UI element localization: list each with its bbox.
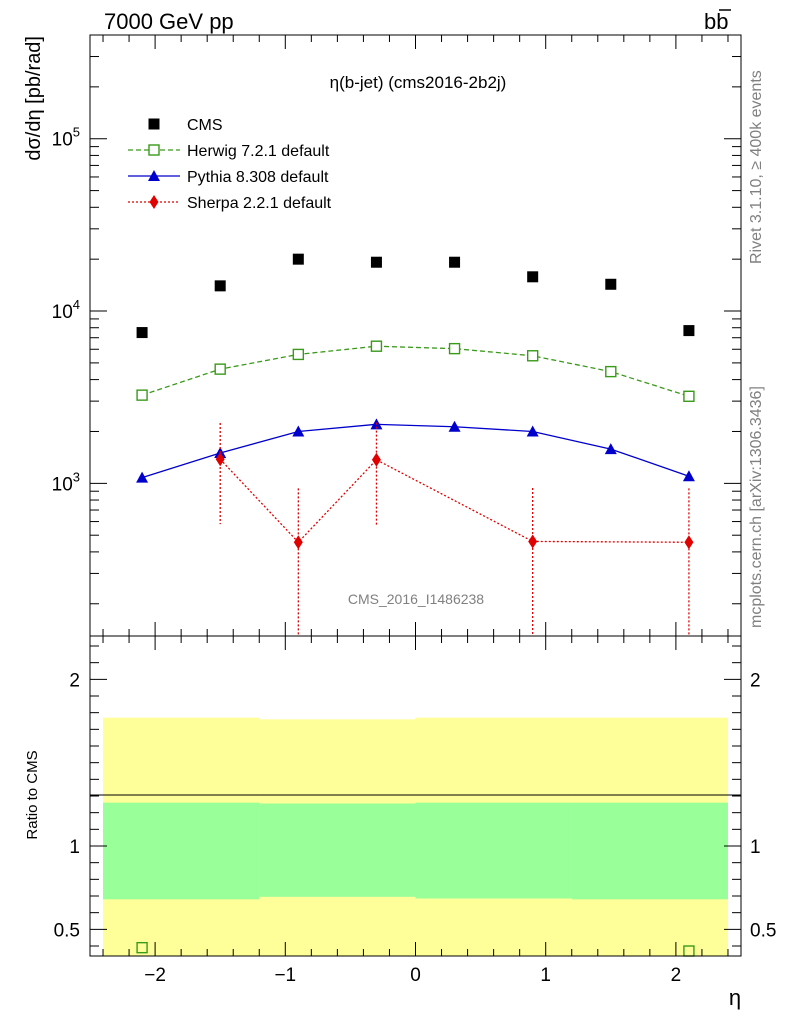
data-point xyxy=(292,253,304,265)
ratio-plot-panel: −2 −1 0 1 2 0.5 0.5 1 1 2 2 Ratio to CMS η xyxy=(24,635,776,1010)
legend-marker xyxy=(148,144,160,156)
main-y-tick-exponent: 5 xyxy=(73,125,80,140)
series-line xyxy=(219,458,689,544)
main-series-group xyxy=(136,253,695,636)
legend-entry: Herwig 7.2.1 default xyxy=(128,143,330,160)
series-line xyxy=(141,423,690,479)
data-point xyxy=(683,390,695,402)
ratio-inner-band xyxy=(259,803,416,897)
ratio-inner-band xyxy=(415,802,572,899)
data-point xyxy=(605,365,617,378)
legend-marker xyxy=(149,195,159,209)
legend-label: Sherpa 2.2.1 default xyxy=(187,195,332,212)
data-point xyxy=(528,534,538,549)
x-axis-label: η xyxy=(729,985,741,1010)
ratio-y-tick-label-left: 1 xyxy=(69,837,80,858)
x-tick-label: 1 xyxy=(540,965,551,986)
ratio-inner-band xyxy=(571,802,728,900)
data-point xyxy=(448,342,461,355)
data-point xyxy=(215,452,225,467)
ratio-y-axis-label: Ratio to CMS xyxy=(24,750,41,839)
main-plot-title: η(b-jet) (cms2016-2b2j) xyxy=(330,73,507,92)
ratio-y-tick-label-left: 0.5 xyxy=(54,920,80,941)
main-y-tick-label: 105 xyxy=(52,125,80,151)
main-y-tick-exponent: 3 xyxy=(73,469,80,484)
series-herwig xyxy=(136,340,695,402)
data-point xyxy=(604,443,617,455)
legend-label: Pythia 8.308 default xyxy=(187,169,329,186)
data-point xyxy=(214,363,226,375)
x-tick-label: 0 xyxy=(410,965,421,986)
x-tick-label: −1 xyxy=(274,965,296,986)
main-y-tick-label: 103 xyxy=(52,469,80,495)
mcplots-label: mcplots.cern.ch [arXiv:1306.3436] xyxy=(748,386,765,628)
data-point xyxy=(526,425,539,437)
data-point xyxy=(449,256,461,268)
data-point xyxy=(371,452,381,467)
ratio-y-tick-label-right: 1 xyxy=(750,837,761,858)
legend-entry: Pythia 8.308 default xyxy=(128,169,329,186)
ratio-bands xyxy=(103,717,728,956)
analysis-watermark: CMS_2016_I1486238 xyxy=(348,591,484,607)
main-y-tick-base: 10 xyxy=(52,474,73,495)
data-point xyxy=(292,425,305,437)
legend-marker xyxy=(148,118,160,130)
data-point xyxy=(136,471,149,483)
data-point xyxy=(682,470,695,482)
legend: CMS Herwig 7.2.1 default Pythia 8.308 defa… xyxy=(128,117,332,212)
ratio-point-herwig xyxy=(136,941,148,954)
data-point xyxy=(136,389,148,401)
process-label: bb xyxy=(704,9,729,34)
data-point xyxy=(448,420,461,432)
legend-label: CMS xyxy=(187,117,223,134)
rivet-version-label: Rivet 3.1.10, ≥ 400k events xyxy=(748,70,765,264)
data-point xyxy=(370,340,383,352)
data-point xyxy=(683,325,695,337)
series-sherpa xyxy=(215,422,694,636)
main-y-tick-exponent: 4 xyxy=(73,297,80,312)
data-point xyxy=(214,280,226,292)
legend-label: Herwig 7.2.1 default xyxy=(187,143,330,160)
main-y-tick-label: 104 xyxy=(52,297,80,323)
data-point xyxy=(526,350,539,362)
ratio-y-tick-label-left: 2 xyxy=(69,670,80,691)
data-point xyxy=(136,327,148,339)
main-y-tick-base: 10 xyxy=(52,302,73,323)
data-point xyxy=(292,348,305,361)
data-point xyxy=(527,271,539,283)
process-b: b xyxy=(704,9,716,34)
ratio-y-tick-label-right: 0.5 xyxy=(750,920,776,941)
data-point xyxy=(293,535,303,550)
series-cms xyxy=(136,253,695,339)
process-bbar: b xyxy=(716,9,728,34)
data-point xyxy=(370,256,382,268)
legend-marker xyxy=(148,170,160,181)
ratio-inner-band xyxy=(103,802,260,900)
x-tick-label: 2 xyxy=(671,965,682,986)
energy-label: 7000 GeV pp xyxy=(104,9,234,34)
ratio-y-tick-label-right: 2 xyxy=(750,670,761,691)
main-y-tick-base: 10 xyxy=(52,130,73,151)
x-tick-label: −2 xyxy=(144,965,166,986)
ratio-axes: −2 −1 0 1 2 0.5 0.5 1 1 2 2 xyxy=(54,636,776,986)
legend-entry: CMS xyxy=(148,117,223,134)
data-point xyxy=(684,535,694,550)
y-axis-label: dσ/dη [pb/rad] xyxy=(23,36,45,161)
data-point xyxy=(605,278,617,290)
legend-entry: Sherpa 2.2.1 default xyxy=(128,195,332,212)
